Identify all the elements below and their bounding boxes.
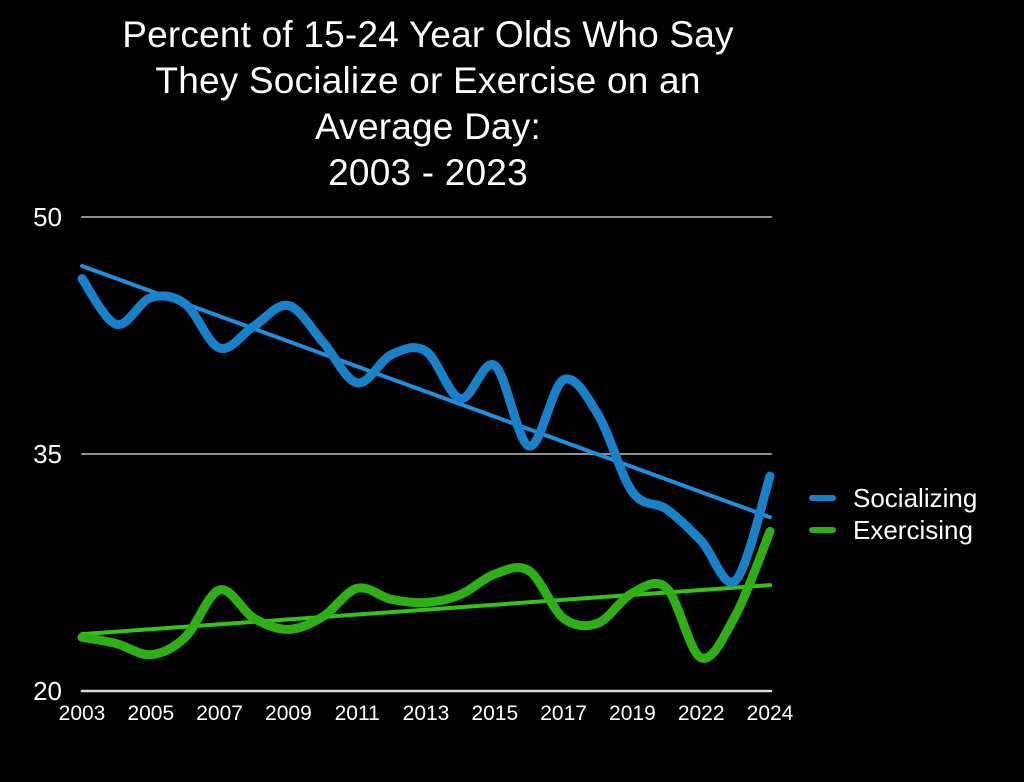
legend-label-socializing: Socializing (853, 483, 978, 513)
socializing-trendline (80, 263, 772, 520)
legend-item-exercising: Exercising (809, 514, 977, 546)
chart-title-line-2: They Socialize or Exercise on an (155, 60, 701, 101)
legend-item-socializing: Socializing (809, 482, 977, 514)
legend: Socializing Exercising (809, 482, 977, 546)
y-tick-label-20: 20 (33, 676, 62, 706)
x-tick-label-2007: 2007 (196, 702, 243, 725)
chart-title: Percent of 15-24 Year Olds Who Say They … (0, 12, 856, 196)
x-tick-label-2017: 2017 (540, 702, 587, 725)
y-tick-label-35: 35 (33, 439, 62, 469)
chart-title-line-4: 2003 - 2023 (328, 152, 528, 193)
x-tick-label-2022: 2022 (677, 702, 725, 725)
x-tick-label-2015: 2015 (471, 702, 519, 725)
x-tick-label-2013: 2013 (402, 702, 450, 725)
x-tick-label-2024: 2024 (746, 702, 794, 725)
exercising-line-swatch-icon (809, 527, 836, 533)
socializing-line (77, 274, 775, 587)
chart-title-line-1: Percent of 15-24 Year Olds Who Say (122, 14, 734, 55)
chart-title-line-3: Average Day: (315, 106, 541, 147)
x-tick-label-2019: 2019 (609, 702, 656, 725)
y-tick-label-50: 50 (33, 202, 62, 232)
exercising-line (77, 526, 775, 663)
socializing-line-swatch-icon (809, 495, 836, 501)
x-tick-label-2005: 2005 (127, 702, 175, 725)
x-tick-label-2009: 2009 (265, 702, 312, 725)
x-tick-label-2011: 2011 (334, 702, 380, 725)
x-tick-label-2003: 2003 (58, 702, 106, 725)
legend-label-exercising: Exercising (853, 515, 973, 545)
